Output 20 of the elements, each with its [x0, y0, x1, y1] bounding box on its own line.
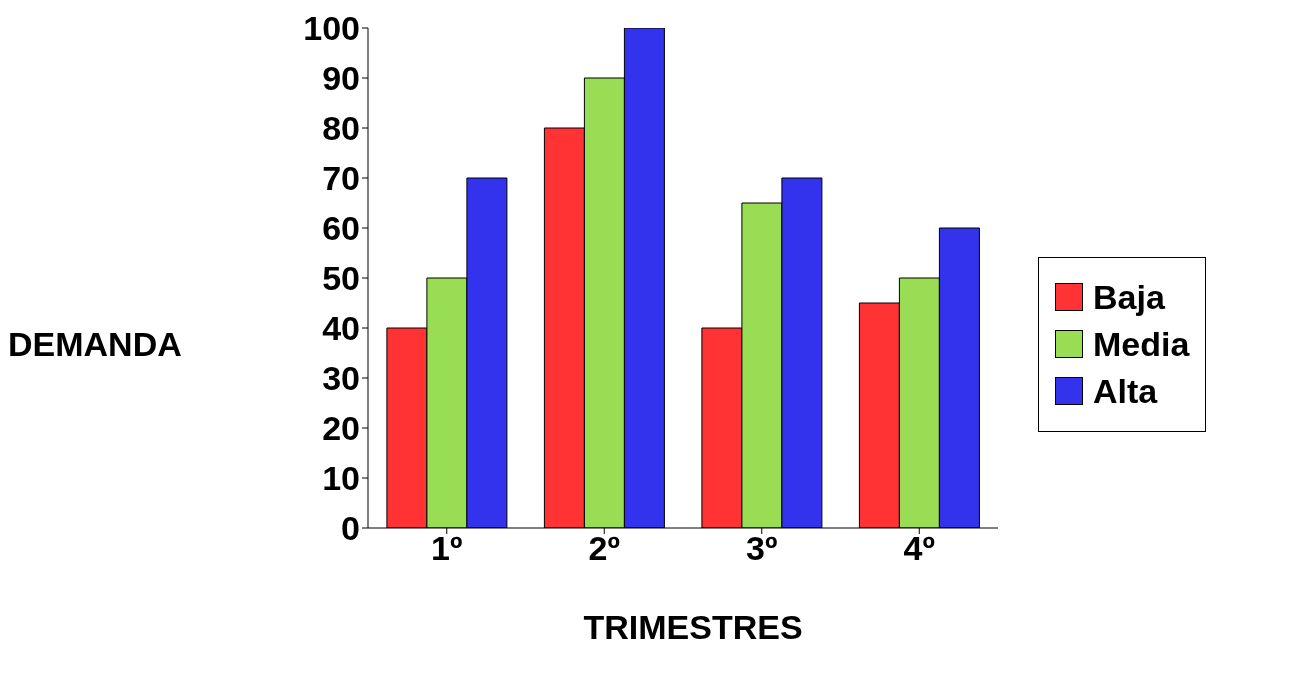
- y-tick-label: 100: [303, 9, 360, 48]
- x-tick-label: 3º: [746, 529, 778, 568]
- y-tick-label: 70: [322, 159, 360, 198]
- x-tick-label: 2º: [588, 529, 620, 568]
- y-tick-label: 50: [322, 259, 360, 298]
- y-tick-label: 30: [322, 359, 360, 398]
- y-tick-label: 0: [341, 509, 360, 548]
- y-tick-label: 40: [322, 309, 360, 348]
- legend-label: Media: [1093, 324, 1190, 364]
- y-axis-title: DEMANDA: [8, 324, 182, 364]
- legend-label: Baja: [1093, 277, 1165, 317]
- y-tick-label: 10: [322, 459, 360, 498]
- x-axis-title: TRIMESTRES: [582, 608, 804, 647]
- x-tick-label: 4º: [903, 529, 935, 568]
- x-tick-label: 1º: [431, 529, 463, 568]
- legend-label: Alta: [1093, 371, 1158, 411]
- y-tick-label: 90: [322, 59, 360, 98]
- y-tick-label: 60: [322, 209, 360, 248]
- y-tick-label: 20: [322, 409, 360, 448]
- y-tick-label: 80: [322, 109, 360, 148]
